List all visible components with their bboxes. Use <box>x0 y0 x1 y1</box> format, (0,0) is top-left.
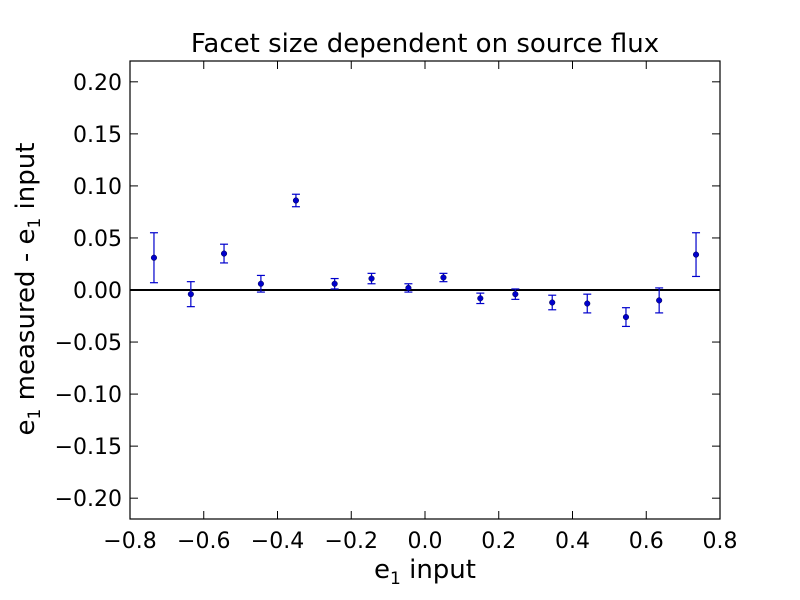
data-point <box>405 284 412 291</box>
data-point <box>292 197 299 204</box>
data-points <box>150 197 700 321</box>
data-point <box>150 254 158 261</box>
data-point <box>512 291 519 298</box>
x-tick-label: 0.0 <box>408 529 443 554</box>
data-point <box>331 280 338 287</box>
plot-area: −0.8 −0.6 −0.4 −0.2 0.0 0.2 0.4 0.6 0.8 0.20 0.15… <box>55 60 738 554</box>
x-ticks: −0.8 −0.6 −0.4 −0.2 0.0 0.2 0.4 0.6 0.8 <box>103 61 738 554</box>
x-tick-label: −0.4 <box>251 529 304 554</box>
data-point <box>440 274 447 281</box>
error-bars <box>149 193 701 328</box>
data-point <box>257 280 264 287</box>
data-point <box>549 299 556 306</box>
y-axis-label: e1 measured - e1 input <box>11 143 45 436</box>
x-tick-label: −0.6 <box>177 529 230 554</box>
x-tick-label: −0.2 <box>325 529 378 554</box>
y-ticks: 0.20 0.15 0.10 0.05 0.00 −0.05 −0.10 −0.15 −0.20 <box>55 71 720 512</box>
y-tick-label: −0.10 <box>55 383 122 408</box>
data-point <box>622 314 630 321</box>
x-tick-label: −0.8 <box>103 529 156 554</box>
data-point <box>656 297 663 304</box>
y-tick-label: 0.20 <box>73 71 122 96</box>
data-point <box>584 300 591 307</box>
data-point <box>187 291 194 298</box>
x-axis-label: e1 input <box>374 555 476 589</box>
y-tick-label: −0.20 <box>55 487 122 512</box>
data-point <box>477 295 484 302</box>
x-tick-label: 0.2 <box>481 529 516 554</box>
y-tick-label: −0.05 <box>55 331 122 356</box>
x-tick-label: 0.8 <box>703 529 738 554</box>
y-tick-label: 0.15 <box>73 123 122 148</box>
chart-title: Facet size dependent on source flux <box>191 29 659 59</box>
data-point <box>220 250 228 257</box>
x-tick-label: 0.4 <box>555 529 590 554</box>
x-tick-label: 0.6 <box>629 529 664 554</box>
y-tick-label: 0.00 <box>73 279 122 304</box>
y-tick-label: 0.05 <box>73 227 122 252</box>
data-point <box>368 275 375 282</box>
y-tick-label: 0.10 <box>73 175 122 200</box>
y-tick-label: −0.15 <box>55 435 122 460</box>
data-point <box>692 251 700 258</box>
